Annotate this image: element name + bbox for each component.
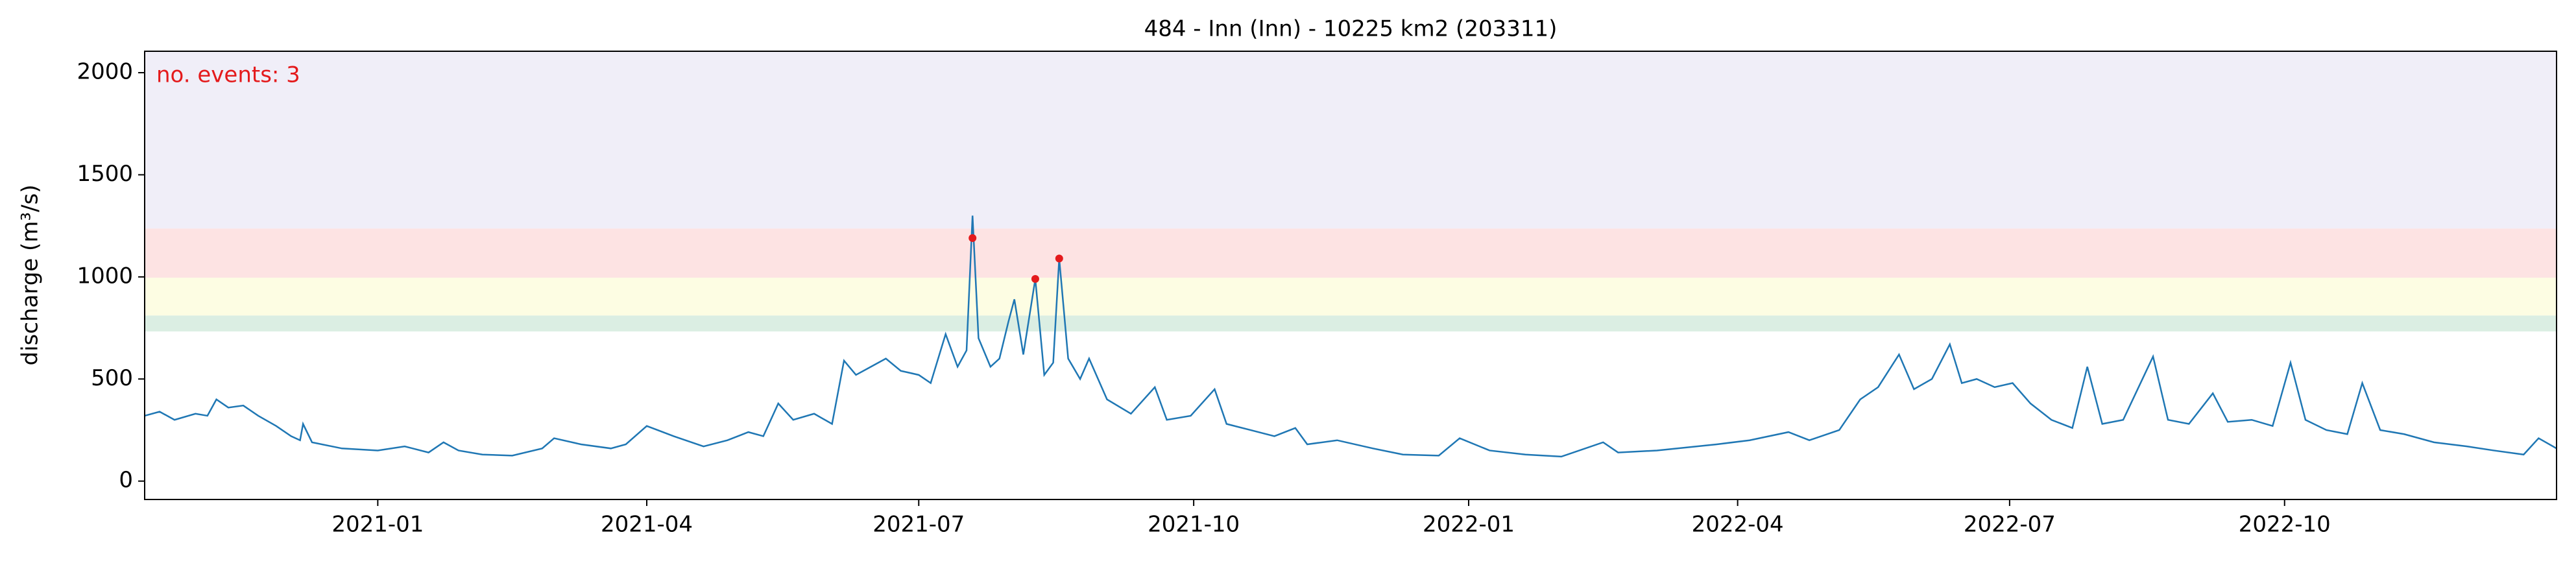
- threshold-band: [145, 51, 2557, 229]
- plot-frame: [144, 51, 2557, 500]
- y-axis-label: discharge (m³/s): [18, 185, 43, 366]
- y-tick-label: 500: [91, 365, 133, 391]
- x-tick-label: 2021-01: [331, 512, 424, 538]
- x-tick-label: 2022-07: [1964, 512, 2056, 538]
- threshold-band: [145, 315, 2557, 331]
- event-point: [969, 234, 977, 243]
- y-tick-label: 1000: [77, 263, 133, 289]
- chart-title: 484 - Inn (Inn) - 10225 km2 (203311): [1144, 16, 1558, 42]
- x-tick-label: 2021-10: [1148, 512, 1240, 538]
- events-annotation: no. events: 3: [156, 62, 300, 88]
- y-tick-label: 0: [119, 467, 133, 493]
- x-tick-label: 2021-07: [873, 512, 965, 538]
- threshold-band: [145, 278, 2557, 316]
- y-tick-label: 1500: [77, 161, 133, 187]
- event-point: [1055, 254, 1063, 263]
- x-tick-label: 2021-04: [601, 512, 693, 538]
- discharge-line: [144, 215, 2557, 458]
- x-tick-label: 2022-04: [1692, 512, 1784, 538]
- threshold-band: [145, 228, 2557, 278]
- y-tick-label: 2000: [77, 59, 133, 85]
- x-tick-label: 2022-01: [1423, 512, 1515, 538]
- event-point: [1031, 275, 1039, 283]
- x-tick-label: 2022-10: [2239, 512, 2331, 538]
